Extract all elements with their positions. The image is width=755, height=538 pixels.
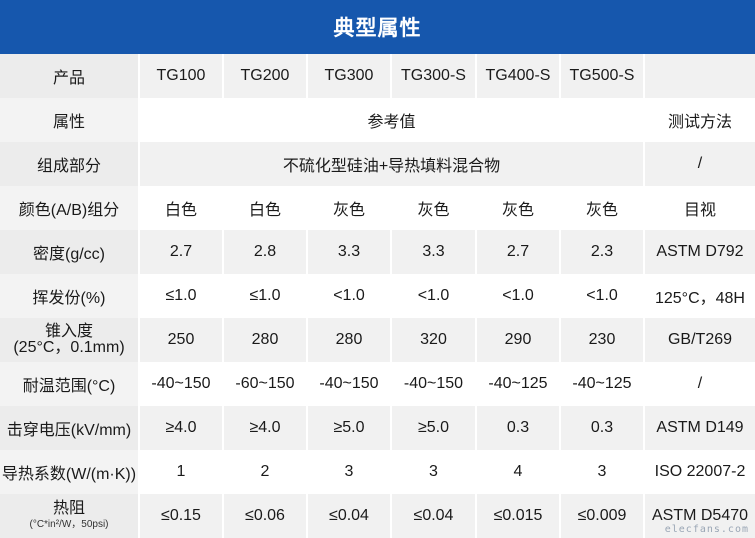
- table-cell: 280: [223, 318, 308, 362]
- table-cell: 灰色: [560, 186, 645, 230]
- table-cell: 灰色: [391, 186, 477, 230]
- table-cell: 2.7: [139, 230, 224, 274]
- table-row: 击穿电压(kV/mm) ≥4.0 ≥4.0 ≥5.0 ≥5.0 0.3 0.3 …: [0, 406, 755, 450]
- table-cell: ≤0.06: [223, 494, 308, 538]
- test-method: ASTM D149: [644, 406, 755, 450]
- row-label: 击穿电压(kV/mm): [0, 406, 140, 450]
- table-row-composition: 组成部分 不硫化型硅油+导热填料混合物 /: [0, 142, 755, 186]
- table-cell: 1: [139, 450, 224, 494]
- row-label: 挥发份(%): [0, 274, 140, 318]
- row-label: 耐温范围(°C): [0, 362, 140, 406]
- row-label-main: 锥入度: [44, 323, 93, 340]
- table-title: 典型属性: [0, 0, 755, 54]
- table-row: 锥入度 (25°C，0.1mm) 250 280 280 320 290 230…: [0, 318, 755, 362]
- row-label: 导热系数(W/(m·K)): [0, 450, 140, 494]
- composition-value: 不硫化型硅油+导热填料混合物: [139, 142, 645, 186]
- table-cell: ≤0.009: [560, 494, 645, 538]
- table-row: 挥发份(%) ≤1.0 ≤1.0 <1.0 <1.0 <1.0 <1.0 125…: [0, 274, 755, 318]
- table-cell: ≤1.0: [223, 274, 308, 318]
- table-row: 热阻 (°C*in²/W，50psi) ≤0.15 ≤0.06 ≤0.04 ≤0…: [0, 494, 755, 538]
- product-name: TG100: [139, 54, 224, 98]
- table-cell: 0.3: [476, 406, 561, 450]
- product-name: TG300-S: [391, 54, 477, 98]
- product-name: TG500-S: [560, 54, 645, 98]
- test-method: ISO 22007-2: [644, 450, 755, 494]
- table-cell: ≤0.04: [391, 494, 477, 538]
- table-cell: 灰色: [307, 186, 392, 230]
- table-cell: 2: [223, 450, 308, 494]
- reference-value-header: 参考值: [139, 98, 645, 142]
- table-cell: 290: [476, 318, 561, 362]
- row-label-sub: (25°C，0.1mm): [13, 339, 125, 356]
- product-name: TG400-S: [476, 54, 561, 98]
- test-method: /: [644, 362, 755, 406]
- table-row: 导热系数(W/(m·K)) 1 2 3 3 4 3 ISO 22007-2: [0, 450, 755, 494]
- table-row: 耐温范围(°C) -40~150 -60~150 -40~150 -40~150…: [0, 362, 755, 406]
- table-cell: -40~150: [139, 362, 224, 406]
- table-cell: -60~150: [223, 362, 308, 406]
- table-cell: 灰色: [476, 186, 561, 230]
- test-method: 目视: [644, 186, 755, 230]
- product-name: TG200: [223, 54, 308, 98]
- product-name: TG300: [307, 54, 392, 98]
- watermark: elecfans.com: [664, 524, 749, 535]
- row-label: 锥入度 (25°C，0.1mm): [0, 318, 140, 362]
- table-cell: <1.0: [476, 274, 561, 318]
- table-cell: 3: [307, 450, 392, 494]
- table-cell: 3: [560, 450, 645, 494]
- row-label-main: 热阻: [52, 500, 85, 517]
- table-cell: 3.3: [307, 230, 392, 274]
- table-cell: ≥5.0: [307, 406, 392, 450]
- table-cell: <1.0: [391, 274, 477, 318]
- row-label: 颜色(A/B)组分: [0, 186, 140, 230]
- table-row-property-header: 属性 参考值 测试方法: [0, 98, 755, 142]
- table-cell: 2.3: [560, 230, 645, 274]
- test-method: ASTM D792: [644, 230, 755, 274]
- test-method: GB/T269: [644, 318, 755, 362]
- table-cell: 白色: [139, 186, 224, 230]
- table-cell: ≤0.04: [307, 494, 392, 538]
- row-label: 热阻 (°C*in²/W，50psi): [0, 494, 140, 538]
- method-cell-empty: [644, 54, 755, 98]
- test-method: 125°C，48H: [644, 274, 755, 318]
- row-label: 属性: [0, 98, 140, 142]
- table-cell: -40~150: [307, 362, 392, 406]
- table-cell: 0.3: [560, 406, 645, 450]
- table-cell: 250: [139, 318, 224, 362]
- test-method: /: [644, 142, 755, 186]
- table-cell: 2.7: [476, 230, 561, 274]
- table-row: 密度(g/cc) 2.7 2.8 3.3 3.3 2.7 2.3 ASTM D7…: [0, 230, 755, 274]
- table-cell: -40~125: [560, 362, 645, 406]
- table-cell: 白色: [223, 186, 308, 230]
- table-cell: 4: [476, 450, 561, 494]
- table-cell: 280: [307, 318, 392, 362]
- table-cell: ≤0.015: [476, 494, 561, 538]
- test-method-header: 测试方法: [644, 98, 755, 142]
- properties-table: 产品 TG100 TG200 TG300 TG300-S TG400-S TG5…: [0, 54, 755, 538]
- table-cell: 2.8: [223, 230, 308, 274]
- table-row-products: 产品 TG100 TG200 TG300 TG300-S TG400-S TG5…: [0, 54, 755, 98]
- row-label: 组成部分: [0, 142, 140, 186]
- table-cell: -40~125: [476, 362, 561, 406]
- table-cell: ≤0.15: [139, 494, 224, 538]
- table-cell: 230: [560, 318, 645, 362]
- row-label: 密度(g/cc): [0, 230, 140, 274]
- row-label: 产品: [0, 54, 140, 98]
- table-cell: <1.0: [307, 274, 392, 318]
- table-cell: -40~150: [391, 362, 477, 406]
- table-cell: ≥5.0: [391, 406, 477, 450]
- table-cell: 3: [391, 450, 477, 494]
- row-label-sub: (°C*in²/W，50psi): [29, 519, 109, 530]
- table-row: 颜色(A/B)组分 白色 白色 灰色 灰色 灰色 灰色 目视: [0, 186, 755, 230]
- table-cell: ≥4.0: [139, 406, 224, 450]
- table-cell: ≥4.0: [223, 406, 308, 450]
- table-cell: 3.3: [391, 230, 477, 274]
- table-cell: 320: [391, 318, 477, 362]
- test-method: ASTM D5470: [644, 494, 755, 538]
- table-cell: ≤1.0: [139, 274, 224, 318]
- table-cell: <1.0: [560, 274, 645, 318]
